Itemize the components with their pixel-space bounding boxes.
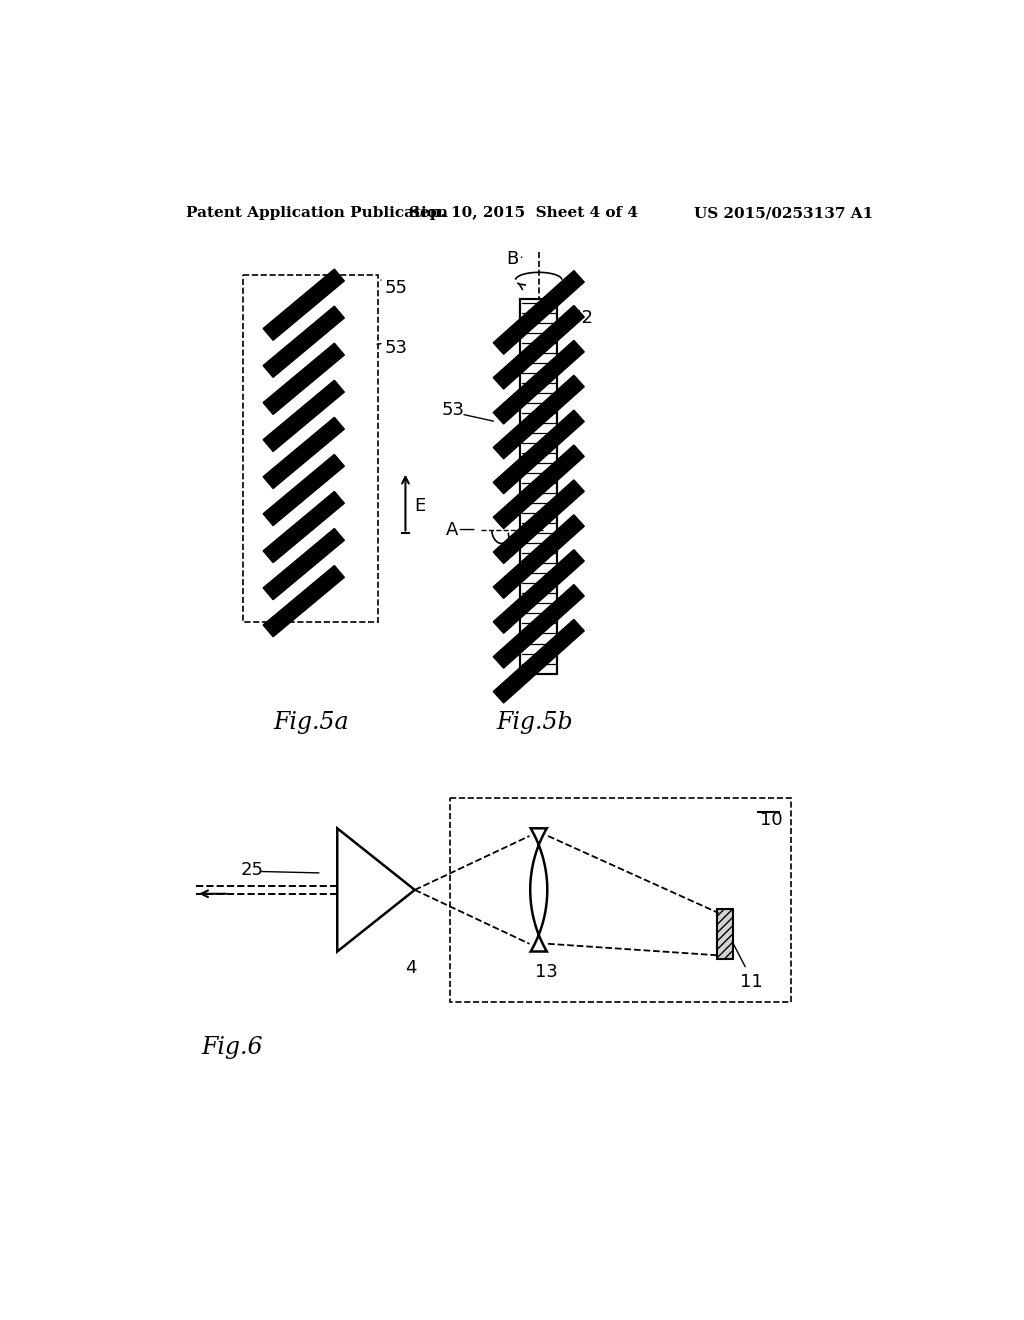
Polygon shape [494,341,585,424]
Polygon shape [530,829,547,952]
Text: A: A [445,520,458,539]
Polygon shape [494,375,585,459]
Bar [717,909,732,960]
Text: Fig.6: Fig.6 [202,1036,263,1059]
Text: B: B [506,249,518,268]
Polygon shape [494,480,585,564]
Text: US 2015/0253137 A1: US 2015/0253137 A1 [693,206,873,220]
Polygon shape [494,445,585,528]
Polygon shape [494,305,585,389]
Polygon shape [337,829,415,952]
Polygon shape [494,585,585,668]
Text: 53: 53 [385,339,408,356]
Polygon shape [263,343,344,414]
Polygon shape [263,491,344,562]
Text: 13: 13 [536,964,558,981]
Polygon shape [263,565,344,636]
Text: 25: 25 [241,861,263,879]
Text: Patent Application Publication: Patent Application Publication [186,206,449,220]
Polygon shape [494,515,585,598]
Text: 53: 53 [442,401,465,420]
Text: 10: 10 [760,812,782,829]
Polygon shape [263,528,344,599]
Bar [520,298,557,675]
Text: 4: 4 [406,960,417,977]
Text: 55: 55 [385,280,408,297]
Polygon shape [494,271,585,354]
Text: Sep. 10, 2015  Sheet 4 of 4: Sep. 10, 2015 Sheet 4 of 4 [409,206,638,220]
Text: E: E [415,498,426,515]
Text: Fig.5a: Fig.5a [273,711,349,734]
Polygon shape [263,306,344,378]
Text: 52: 52 [570,309,594,327]
Text: 11: 11 [740,973,763,991]
Polygon shape [494,411,585,494]
Polygon shape [263,454,344,525]
Polygon shape [494,549,585,634]
Text: Fig.5b: Fig.5b [496,711,572,734]
Polygon shape [263,269,344,341]
Polygon shape [494,619,585,704]
Polygon shape [263,380,344,451]
Polygon shape [263,417,344,488]
Bar [520,298,557,675]
